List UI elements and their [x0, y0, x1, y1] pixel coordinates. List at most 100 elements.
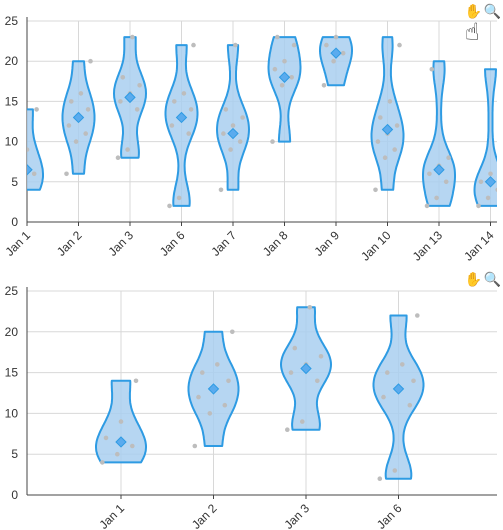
x-tick-label: Jan 13	[410, 228, 446, 262]
data-point	[397, 42, 402, 48]
violin-shape[interactable]	[370, 36, 405, 191]
data-point	[15, 163, 20, 168]
data-point	[134, 107, 140, 112]
mean-marker[interactable]	[484, 176, 497, 188]
data-point	[318, 354, 324, 359]
x-tick-label: Jan 14	[461, 228, 497, 262]
data-point	[120, 75, 126, 80]
data-point	[31, 171, 37, 177]
data-point	[169, 123, 175, 128]
plot-area	[95, 305, 425, 481]
data-point	[215, 362, 220, 367]
data-point	[485, 195, 491, 201]
data-point	[375, 139, 381, 144]
mean-marker[interactable]	[72, 111, 85, 124]
mean-marker[interactable]	[124, 91, 136, 104]
data-point	[83, 131, 88, 136]
violin-shape[interactable]	[164, 44, 199, 207]
y-tick-label: 20	[5, 325, 19, 339]
violin-shape[interactable]	[267, 36, 302, 143]
violin-chart-top: 0 5 10 15 20 25 Jan 1 Jan 2 Jan 3 Jan 6 Jan 7 Jan 8…	[2, 14, 497, 262]
violin-shape[interactable]	[372, 314, 425, 480]
mean-marker[interactable]	[207, 383, 220, 395]
violin-shape[interactable]	[319, 36, 353, 87]
y-tick-label: 25	[5, 284, 19, 298]
x-tick-label: Jan 7	[208, 228, 239, 259]
magnifier-zoom-icon[interactable]: 🔍	[483, 4, 502, 20]
data-point	[382, 155, 388, 160]
data-point	[218, 187, 224, 193]
mean-marker[interactable]	[433, 164, 445, 176]
data-point	[226, 378, 231, 384]
mean-marker[interactable]	[392, 383, 405, 395]
data-point	[188, 107, 194, 112]
y-tick-label: 10	[5, 406, 19, 420]
data-point	[424, 203, 430, 209]
data-point	[291, 42, 297, 48]
data-point	[315, 378, 320, 384]
data-point	[282, 58, 287, 64]
data-point	[333, 34, 339, 40]
data-point	[200, 370, 205, 375]
mean-marker[interactable]	[330, 47, 342, 59]
mean-marker[interactable]	[278, 71, 291, 83]
data-point	[181, 91, 187, 96]
data-point	[66, 123, 72, 128]
data-point	[230, 123, 236, 128]
violin-shape[interactable]	[422, 60, 456, 207]
data-point	[34, 107, 39, 112]
y-tick-label: 10	[5, 135, 19, 149]
mean-marker[interactable]	[22, 164, 33, 176]
chart-bottom-toolbar: ✋ 🔍	[464, 272, 502, 288]
data-point	[331, 58, 336, 64]
mean-marker[interactable]	[227, 127, 239, 140]
mean-marker[interactable]	[175, 111, 188, 124]
mean-marker[interactable]	[300, 362, 312, 375]
data-point	[88, 58, 93, 64]
data-point	[118, 99, 123, 104]
x-tick-label: Jan 6	[157, 228, 188, 259]
mean-marker[interactable]	[381, 123, 394, 136]
data-point	[85, 107, 91, 112]
magnifier-zoom-icon[interactable]: 🔍	[483, 272, 502, 288]
data-point	[381, 394, 386, 400]
data-point	[115, 155, 121, 160]
data-point	[100, 460, 105, 465]
data-point	[69, 99, 74, 104]
data-point	[207, 411, 213, 416]
data-point	[394, 123, 400, 128]
x-tick-label: Jan 6	[374, 501, 405, 530]
hand-pan-icon[interactable]: ✋	[464, 4, 483, 20]
data-point	[137, 83, 142, 88]
data-point	[118, 419, 124, 424]
mean-marker[interactable]	[115, 436, 127, 448]
data-point	[495, 187, 497, 192]
y-tick-label: 0	[11, 488, 18, 502]
data-point	[22, 180, 27, 185]
data-point	[324, 42, 329, 48]
data-point	[476, 203, 481, 209]
data-point	[73, 139, 79, 144]
data-point	[415, 313, 420, 318]
hand-pan-icon[interactable]: ✋	[464, 272, 483, 288]
data-point	[223, 107, 229, 112]
violin-shape[interactable]	[216, 44, 250, 191]
x-tick-label: Jan 9	[311, 228, 342, 259]
x-tick-label: Jan 3	[281, 501, 312, 530]
x-tick-label: Jan 10	[358, 228, 394, 262]
data-point	[373, 187, 378, 193]
data-point	[279, 83, 285, 88]
data-point	[221, 131, 226, 136]
data-point	[292, 345, 298, 351]
data-point	[125, 147, 130, 152]
data-point	[392, 468, 398, 473]
x-tick-label: Jan 3	[105, 228, 136, 259]
data-point	[340, 50, 346, 56]
data-point	[230, 329, 235, 335]
data-point	[186, 131, 191, 136]
data-point	[429, 66, 435, 72]
data-point	[191, 42, 196, 48]
data-point	[275, 34, 280, 40]
data-point	[192, 443, 198, 449]
x-tick-label: Jan 2	[54, 228, 85, 259]
